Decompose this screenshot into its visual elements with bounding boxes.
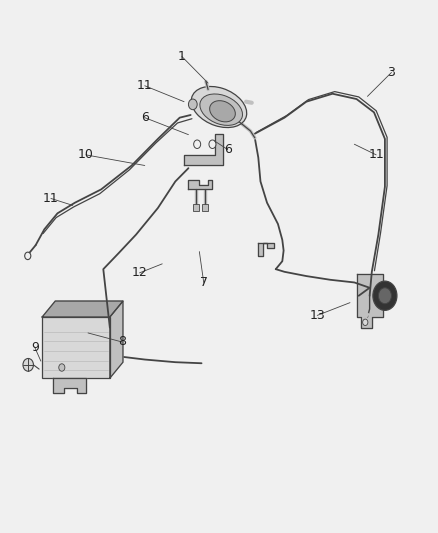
Text: 11: 11: [43, 192, 59, 205]
FancyBboxPatch shape: [42, 317, 110, 378]
Ellipse shape: [210, 101, 235, 122]
Text: 11: 11: [368, 148, 384, 161]
Ellipse shape: [191, 86, 247, 127]
Circle shape: [194, 140, 201, 149]
Text: 6: 6: [224, 143, 232, 156]
FancyBboxPatch shape: [202, 204, 208, 211]
Ellipse shape: [200, 94, 243, 125]
Text: 6: 6: [141, 111, 149, 124]
Circle shape: [59, 364, 65, 371]
Text: 13: 13: [309, 309, 325, 322]
Text: 11: 11: [137, 79, 153, 92]
Circle shape: [23, 359, 33, 371]
Polygon shape: [53, 378, 86, 393]
Circle shape: [188, 99, 197, 110]
Text: 8: 8: [118, 335, 126, 349]
Circle shape: [363, 319, 368, 326]
Polygon shape: [42, 301, 123, 317]
Circle shape: [209, 140, 216, 149]
Text: 12: 12: [132, 266, 148, 279]
Polygon shape: [258, 243, 274, 256]
Text: 10: 10: [78, 148, 94, 161]
Polygon shape: [188, 180, 212, 189]
Text: 3: 3: [388, 66, 396, 79]
Circle shape: [25, 252, 31, 260]
Ellipse shape: [378, 288, 392, 304]
Polygon shape: [184, 134, 223, 165]
Ellipse shape: [373, 281, 397, 310]
Text: 1: 1: [178, 50, 186, 63]
FancyBboxPatch shape: [193, 204, 199, 211]
Text: 7: 7: [200, 276, 208, 289]
Polygon shape: [357, 274, 383, 328]
Polygon shape: [110, 301, 123, 378]
Text: 9: 9: [31, 341, 39, 354]
